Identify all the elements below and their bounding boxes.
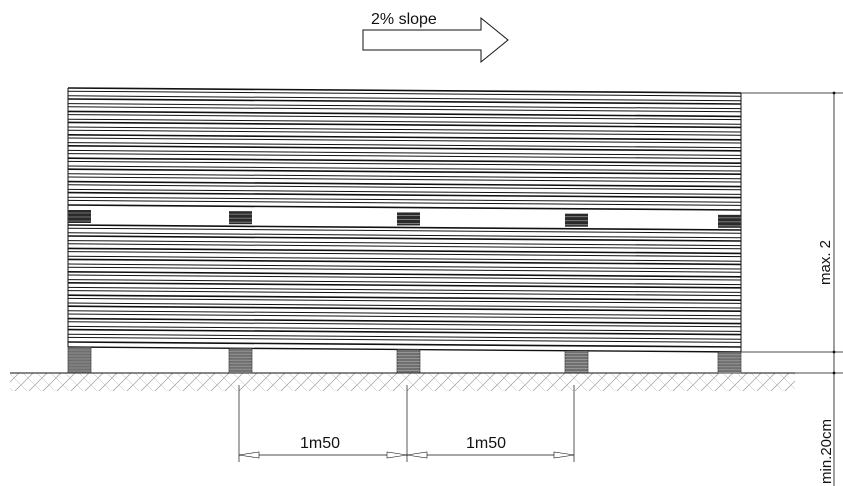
plank-line: [67, 134, 742, 141]
plank-line: [67, 142, 742, 149]
plank-line: [67, 302, 742, 309]
slope-label: 2% slope: [371, 11, 437, 28]
plank-line: [67, 266, 742, 273]
plank-line: [67, 168, 742, 175]
plank-line: [67, 165, 742, 172]
plank-line: [67, 240, 742, 247]
plank-line: [67, 258, 742, 266]
plank-line: [67, 294, 742, 301]
plank-line: [67, 98, 742, 105]
plank-line: [67, 121, 742, 129]
spacing-label-2: 1m50: [466, 435, 506, 452]
plank-line: [67, 157, 742, 164]
plank-line: [67, 336, 742, 343]
plank-line: [67, 310, 742, 317]
stack-planks-upper: [67, 87, 742, 211]
plank-line: [67, 297, 742, 304]
plank-line: [67, 180, 742, 188]
plank-line: [67, 274, 742, 281]
stack-planks-lower: [67, 224, 742, 353]
plank-line: [67, 232, 742, 239]
plank-line: [67, 255, 742, 262]
plank-line: [67, 90, 742, 97]
timber-stack: [67, 87, 742, 374]
plank-line: [67, 95, 742, 102]
plank-line: [67, 243, 742, 250]
plank-line: [67, 204, 742, 211]
plank-line: [67, 199, 742, 206]
plank-line: [67, 110, 742, 118]
plank-line: [67, 263, 742, 270]
plank-line: [67, 251, 742, 258]
plank-line: [67, 137, 742, 144]
plank-line: [67, 103, 742, 110]
plank-line: [67, 271, 742, 278]
plank-line: [67, 129, 742, 136]
support-block: [67, 346, 92, 374]
plank-line: [67, 160, 742, 167]
stack-spacers: [68, 210, 741, 228]
right-arrow-icon: [362, 16, 509, 64]
plank-line: [67, 188, 742, 195]
plank-line: [67, 118, 742, 125]
plank-line: [67, 341, 742, 348]
plank-line: [67, 173, 742, 180]
plank-line: [67, 321, 742, 328]
plank-line: [67, 87, 742, 94]
height-label: max. 2: [817, 240, 834, 285]
plank-line: [67, 313, 742, 320]
height-dimension: [741, 91, 843, 486]
plank-line: [67, 317, 742, 325]
plank-line: [67, 114, 742, 121]
plank-line: [67, 153, 742, 160]
plank-line: [67, 328, 742, 336]
plank-line: [67, 305, 742, 312]
plank-line: [67, 184, 742, 191]
plank-line: [67, 235, 742, 242]
plank-line: [67, 290, 742, 297]
plank-line: [67, 224, 742, 231]
spacing-label-1: 1m50: [300, 435, 340, 452]
ground-supports: [67, 346, 742, 374]
plank-line: [67, 126, 742, 133]
plank-line: [67, 279, 742, 286]
ground-surface: [10, 373, 795, 391]
support-block: [564, 350, 589, 374]
plank-line: [67, 247, 742, 255]
plank-line: [67, 286, 742, 293]
depth-label: min.20cm: [818, 419, 835, 484]
plank-line: [67, 333, 742, 340]
plank-line: [67, 282, 742, 289]
plank-line: [67, 196, 742, 203]
plank-line: [67, 227, 742, 234]
plank-line: [67, 191, 742, 199]
plank-line: [67, 325, 742, 332]
spacing-dimension: [238, 385, 575, 462]
plank-line: [67, 149, 742, 156]
plank-line: [67, 145, 742, 152]
plank-line: [67, 106, 742, 113]
plank-line: [67, 176, 742, 183]
